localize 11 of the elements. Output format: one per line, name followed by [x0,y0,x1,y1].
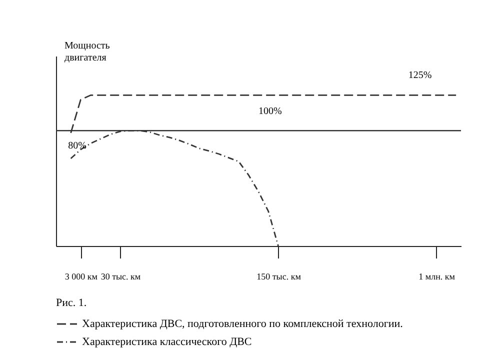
x-tick-label: 30 тыс. км [100,272,141,282]
text: 125% [408,70,432,81]
x-tick-label: 1 млн. км [418,272,456,282]
legend-label: Характеристика классического ДВС [82,336,252,348]
x-tick-label: 150 тыс. км [256,272,302,282]
annotation: 100% [258,106,282,118]
text: Рис. 1. [56,297,87,309]
x-tick-label: 3 000 км [64,272,98,282]
annotation: 80% [68,140,86,152]
legend-label: Характеристика ДВС, подготовленного по комплексной технологии. [82,318,404,330]
y-axis-title: Мощность двигателя [64,40,110,64]
